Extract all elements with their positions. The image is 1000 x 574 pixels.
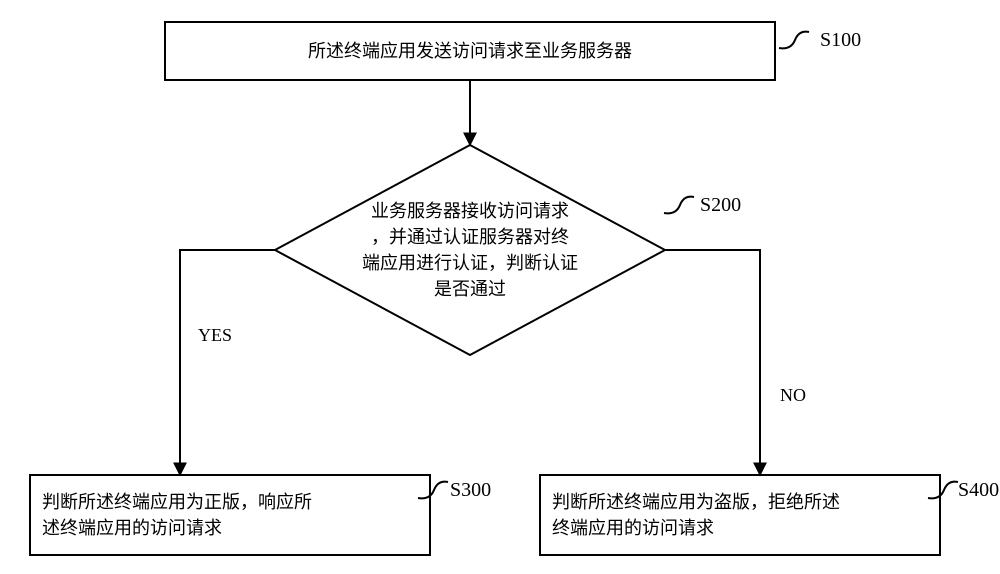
svg-text:YES: YES xyxy=(198,325,232,345)
svg-text:端应用进行认证，判断认证: 端应用进行认证，判断认证 xyxy=(362,253,578,273)
svg-text:所述终端应用发送访问请求至业务服务器: 所述终端应用发送访问请求至业务服务器 xyxy=(308,41,632,61)
svg-text:终端应用的访问请求: 终端应用的访问请求 xyxy=(552,518,714,538)
svg-text:NO: NO xyxy=(780,385,806,405)
svg-text:S300: S300 xyxy=(450,479,491,501)
svg-text:判断所述终端应用为盗版，拒绝所述: 判断所述终端应用为盗版，拒绝所述 xyxy=(552,492,840,512)
svg-text:，并通过认证服务器对终: ，并通过认证服务器对终 xyxy=(371,227,569,247)
svg-text:S400: S400 xyxy=(958,479,999,501)
svg-text:S100: S100 xyxy=(820,29,861,51)
svg-text:S200: S200 xyxy=(700,194,741,216)
svg-text:业务服务器接收访问请求: 业务服务器接收访问请求 xyxy=(371,201,569,221)
svg-text:判断所述终端应用为正版，响应所: 判断所述终端应用为正版，响应所 xyxy=(42,492,312,512)
svg-text:是否通过: 是否通过 xyxy=(434,279,506,299)
svg-text:述终端应用的访问请求: 述终端应用的访问请求 xyxy=(42,518,222,538)
